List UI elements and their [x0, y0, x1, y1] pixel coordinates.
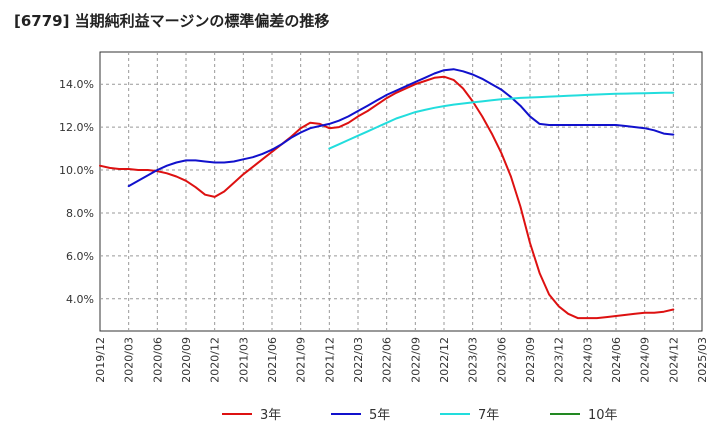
- legend-label-3: 10年: [588, 408, 618, 423]
- x-tick-label: 2023/12: [553, 337, 566, 383]
- legend-label-1: 5年: [369, 408, 390, 423]
- y-tick-label: 8.0%: [66, 207, 94, 220]
- x-tick-label: 2020/03: [123, 337, 136, 383]
- x-tick-label: 2023/03: [467, 337, 480, 383]
- chart-title: [6779] 当期純利益マージンの標準偏差の推移: [14, 12, 330, 30]
- x-tick-label: 2022/03: [352, 337, 365, 383]
- x-tick-label: 2024/03: [581, 337, 594, 383]
- x-tick-label: 2025/03: [696, 337, 709, 383]
- y-tick-label: 14.0%: [59, 78, 94, 91]
- x-tick-label: 2021/06: [266, 337, 279, 383]
- y-tick-label: 6.0%: [66, 250, 94, 263]
- x-tick-label: 2020/06: [151, 337, 164, 383]
- x-tick-label: 2023/09: [524, 337, 537, 383]
- y-tick-label: 10.0%: [59, 164, 94, 177]
- x-tick-label: 2024/06: [610, 337, 623, 383]
- x-tick-label: 2021/09: [295, 337, 308, 383]
- x-tick-label: 2023/06: [495, 337, 508, 383]
- x-tick-label: 2022/06: [381, 337, 394, 383]
- x-tick-label: 2024/09: [639, 337, 652, 383]
- x-tick-label: 2022/09: [409, 337, 422, 383]
- legend-label-2: 7年: [478, 408, 499, 423]
- y-tick-label: 4.0%: [66, 293, 94, 306]
- series-line-2: [328, 91, 675, 150]
- series-line-0: [99, 75, 675, 320]
- x-tick-label: 2019/12: [94, 337, 107, 383]
- x-tick-label: 2021/12: [323, 337, 336, 383]
- series-line-1: [127, 68, 675, 188]
- legend-label-0: 3年: [260, 408, 281, 423]
- y-tick-label: 12.0%: [59, 121, 94, 134]
- x-tick-label: 2022/12: [438, 337, 451, 383]
- x-tick-label: 2021/03: [237, 337, 250, 383]
- x-tick-label: 2020/09: [180, 337, 193, 383]
- x-tick-label: 2024/12: [667, 337, 680, 383]
- x-tick-label: 2020/12: [209, 337, 222, 383]
